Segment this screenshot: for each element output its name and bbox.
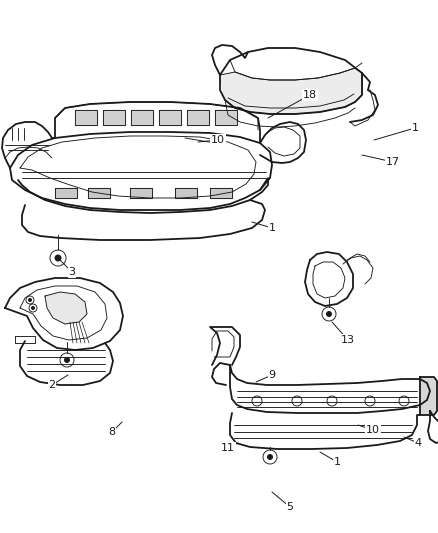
Polygon shape bbox=[420, 377, 437, 415]
Text: 11: 11 bbox=[221, 443, 235, 453]
Circle shape bbox=[64, 358, 70, 362]
Circle shape bbox=[326, 311, 332, 317]
Polygon shape bbox=[210, 188, 232, 198]
Text: 1: 1 bbox=[411, 123, 418, 133]
Polygon shape bbox=[131, 110, 153, 125]
Polygon shape bbox=[159, 110, 181, 125]
Text: 2: 2 bbox=[49, 380, 56, 390]
Polygon shape bbox=[220, 68, 362, 114]
Text: 8: 8 bbox=[109, 427, 116, 437]
Circle shape bbox=[28, 298, 32, 302]
Text: 17: 17 bbox=[386, 157, 400, 167]
Text: 4: 4 bbox=[414, 438, 421, 448]
Text: 5: 5 bbox=[286, 502, 293, 512]
Text: 3: 3 bbox=[68, 267, 75, 277]
Polygon shape bbox=[130, 188, 152, 198]
Polygon shape bbox=[55, 188, 77, 198]
Polygon shape bbox=[45, 292, 87, 324]
Text: 1: 1 bbox=[268, 223, 276, 233]
Polygon shape bbox=[187, 110, 209, 125]
Text: 18: 18 bbox=[303, 90, 317, 100]
Polygon shape bbox=[103, 110, 125, 125]
Circle shape bbox=[32, 306, 35, 310]
Polygon shape bbox=[88, 188, 110, 198]
Text: 9: 9 bbox=[268, 370, 276, 380]
Circle shape bbox=[268, 455, 272, 459]
Text: 13: 13 bbox=[341, 335, 355, 345]
Polygon shape bbox=[215, 110, 237, 125]
Polygon shape bbox=[175, 188, 197, 198]
Text: 10: 10 bbox=[366, 425, 380, 435]
Text: 1: 1 bbox=[333, 457, 340, 467]
Polygon shape bbox=[75, 110, 97, 125]
Circle shape bbox=[55, 255, 61, 261]
Text: 10: 10 bbox=[211, 135, 225, 145]
